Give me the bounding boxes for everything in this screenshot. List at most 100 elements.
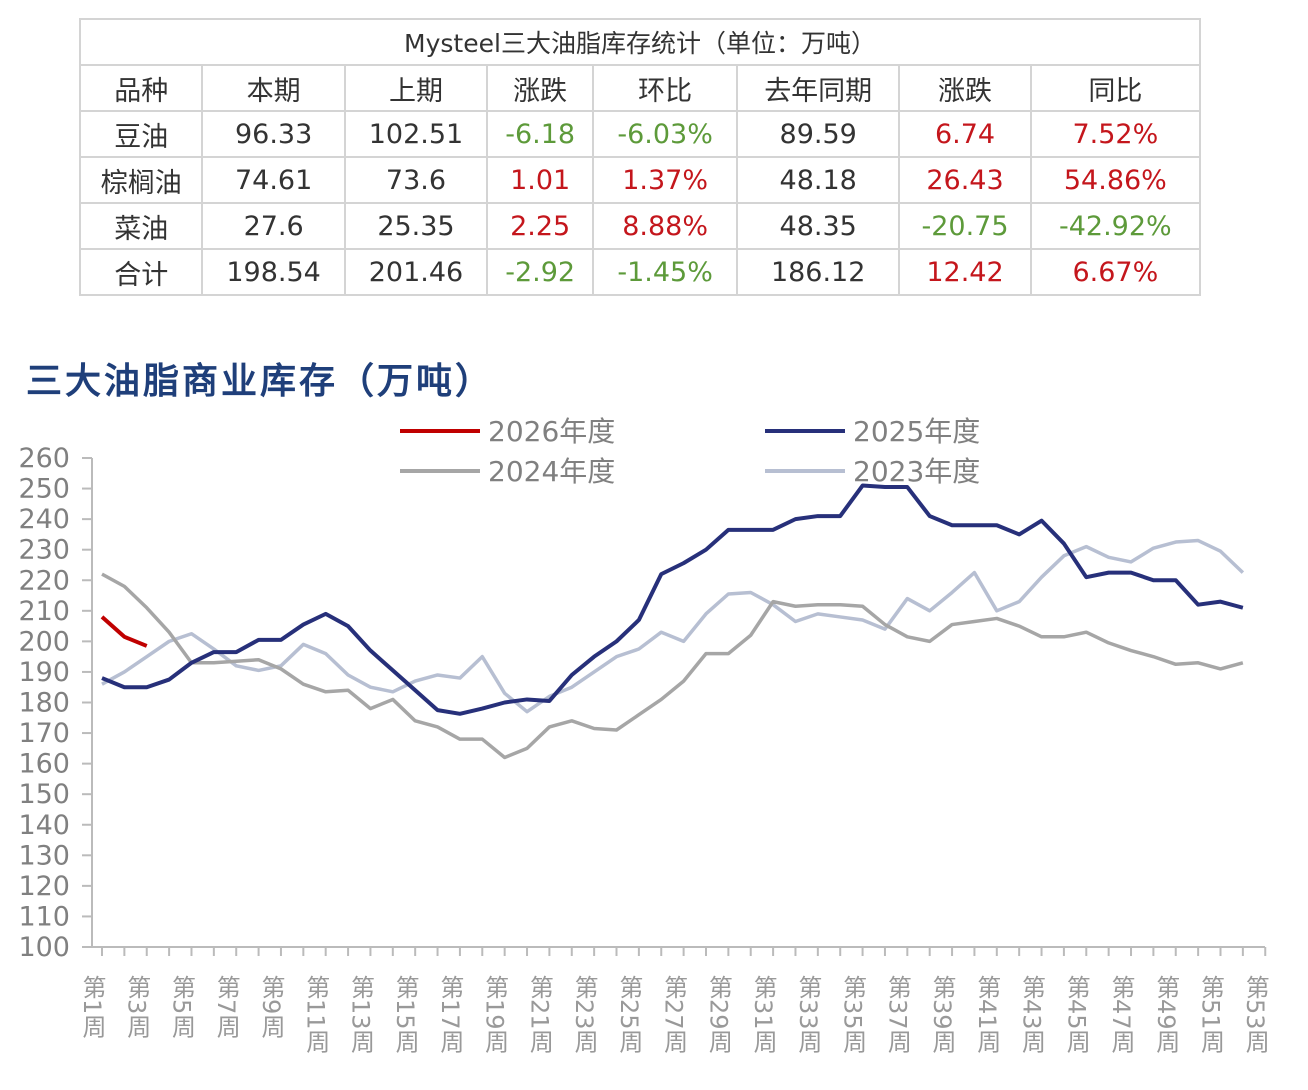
- table-cell: 1.01: [486, 156, 595, 204]
- x-tick-label: 第13周: [346, 975, 374, 1054]
- x-tick-label: 第49周: [1152, 975, 1180, 1054]
- table-cell: 豆油: [78, 110, 204, 158]
- header-cell: 去年同期: [736, 64, 901, 112]
- y-tick-label: 240: [18, 504, 70, 535]
- y-tick-label: 200: [18, 626, 70, 657]
- table-cell: 102.51: [343, 110, 489, 158]
- table-cell: 8.88%: [592, 202, 739, 250]
- header-cell: 环比: [592, 64, 739, 112]
- x-tick-label: 第1周: [78, 975, 106, 1038]
- y-tick-label: 230: [18, 535, 70, 566]
- y-tick-label: 250: [18, 474, 70, 505]
- series-line-2026年度: [100, 615, 148, 648]
- x-tick-label: 第47周: [1107, 975, 1135, 1054]
- header-cell: 同比: [1029, 64, 1202, 112]
- y-tick-label: 140: [18, 810, 70, 841]
- table-cell: -6.03%: [592, 110, 739, 158]
- header-cell: 涨跌: [898, 64, 1032, 112]
- header-cell: 品种: [78, 64, 204, 112]
- x-tick-label: 第33周: [794, 975, 822, 1054]
- x-tick-label: 第17周: [436, 975, 464, 1054]
- table-cell: 26.43: [898, 156, 1032, 204]
- table-cell: 198.54: [201, 248, 346, 296]
- x-tick-label: 第25周: [615, 975, 643, 1054]
- header-cell: 上期: [343, 64, 489, 112]
- chart-title: 三大油脂商业库存（万吨）: [26, 360, 495, 402]
- series-line-2023年度: [101, 538, 1245, 714]
- table-cell: 186.12: [736, 248, 901, 296]
- x-tick-label: 第11周: [302, 975, 330, 1054]
- table-cell: -1.45%: [592, 248, 739, 296]
- y-tick-label: 150: [18, 779, 70, 810]
- table-cell: -20.75: [898, 202, 1032, 250]
- table-row: 棕榈油 74.61 73.6 1.01 1.37% 48.18 26.43 54.86%: [78, 156, 1202, 204]
- y-tick-label: 100: [18, 932, 70, 963]
- x-tick-label: 第9周: [257, 975, 285, 1038]
- x-tick-label: 第39周: [928, 975, 956, 1054]
- table-row: 菜油 27.6 25.35 2.25 8.88% 48.35 -20.75 -42.92%: [78, 202, 1202, 250]
- x-tick-label: 第7周: [212, 975, 240, 1038]
- table-cell: 96.33: [201, 110, 346, 158]
- table-cell: 菜油: [78, 202, 204, 250]
- y-tick-label: 120: [18, 871, 70, 902]
- inventory-stats-table: Mysteel三大油脂库存统计（单位：万吨） 品种 本期 上期 涨跌 环比 去年同期 涨跌同…: [78, 18, 1202, 296]
- table-cell: 74.61: [201, 156, 346, 204]
- series-line-2025年度: [101, 483, 1244, 716]
- table-cell: 2.25: [486, 202, 595, 250]
- x-tick-label: 第19周: [481, 975, 509, 1054]
- table-cell: 12.42: [898, 248, 1032, 296]
- legend-label: 2023年度: [853, 455, 980, 488]
- header-cell: 涨跌: [486, 64, 595, 112]
- y-tick-label: 180: [18, 688, 70, 719]
- table-cell: 48.18: [736, 156, 901, 204]
- table-cell: 73.6: [343, 156, 489, 204]
- x-tick-label: 第29周: [704, 975, 732, 1054]
- y-tick-label: 190: [18, 657, 70, 688]
- x-tick-label: 第31周: [749, 975, 777, 1054]
- series-line-2024年度: [101, 572, 1244, 760]
- legend-label: 2025年度: [853, 415, 980, 448]
- x-tick-label: 第5周: [167, 975, 195, 1038]
- legend-label: 2024年度: [488, 455, 615, 488]
- x-tick-label: 第37周: [883, 975, 911, 1054]
- x-tick-label: 第53周: [1241, 975, 1269, 1054]
- table-row: 豆油 96.33 102.51 -6.18 -6.03% 89.59 6.74 7.52%: [78, 110, 1202, 158]
- y-tick-label: 210: [18, 596, 70, 627]
- y-tick-label: 220: [18, 565, 70, 596]
- x-tick-label: 第41周: [973, 975, 1001, 1054]
- table-cell: -6.18: [486, 110, 595, 158]
- x-tick-label: 第51周: [1197, 975, 1225, 1054]
- x-tick-label: 第43周: [1018, 975, 1046, 1054]
- x-tick-label: 第23周: [570, 975, 598, 1054]
- table-cell: 1.37%: [592, 156, 739, 204]
- x-tick-label: 第3周: [123, 975, 151, 1038]
- x-tick-label: 第45周: [1062, 975, 1090, 1054]
- table-cell: -2.92: [486, 248, 595, 296]
- y-tick-label: 260: [18, 443, 70, 474]
- table-cell: 201.46: [343, 248, 489, 296]
- table-row: 合计 198.54 201.46 -2.92 -1.45% 186.12 12.42 6.67…: [78, 248, 1202, 296]
- x-tick-label: 第27周: [660, 975, 688, 1054]
- table-cell: 27.6: [201, 202, 346, 250]
- table-cell: 25.35: [343, 202, 489, 250]
- y-tick-label: 170: [18, 718, 70, 749]
- x-tick-label: 第15周: [391, 975, 419, 1054]
- x-tick-label: 第35周: [839, 975, 867, 1054]
- y-tick-label: 130: [18, 840, 70, 871]
- table-title: Mysteel三大油脂库存统计（单位：万吨）: [79, 18, 1201, 66]
- table-cell: 89.59: [736, 110, 901, 158]
- table-cell: 48.35: [736, 202, 901, 250]
- table-cell: 6.67%: [1029, 248, 1202, 296]
- legend-label: 2026年度: [488, 415, 615, 448]
- table-cell: 6.74: [898, 110, 1032, 158]
- header-cell: 本期: [201, 64, 346, 112]
- table-cell: 54.86%: [1029, 156, 1202, 204]
- y-tick-label: 160: [18, 749, 70, 780]
- table-cell: 合计: [78, 248, 204, 296]
- y-tick-label: 110: [18, 901, 70, 932]
- table-cell: 7.52%: [1029, 110, 1202, 158]
- table-cell: 棕榈油: [78, 156, 204, 204]
- x-tick-label: 第21周: [525, 975, 553, 1054]
- table-cell: -42.92%: [1029, 202, 1202, 250]
